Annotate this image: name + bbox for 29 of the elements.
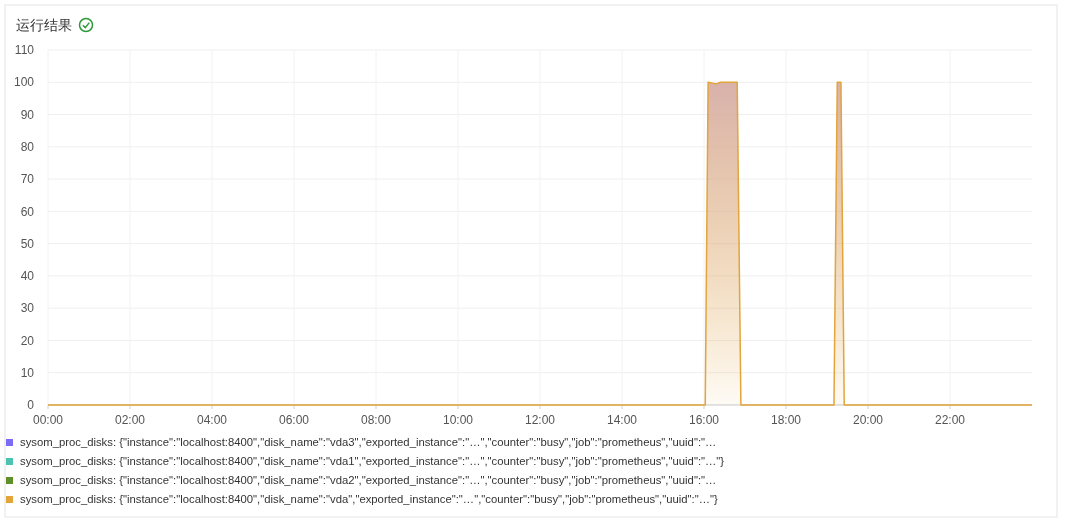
x-tick-label: 22:00 (934, 413, 966, 427)
legend-label: sysom_proc_disks: {"instance":"localhost:8400","disk_name":"vda2","exported_instance":"…","counter":"busy","job":"prometheus","uuid":"… (20, 474, 717, 486)
y-tick-label: 90 (20, 107, 35, 122)
x-tick-label: 04:00 (196, 413, 228, 427)
legend-label: sysom_proc_disks: {"instance":"localhost:8400","disk_name":"vda3","exported_instance":"…","counter":"busy","job":"prometheus","uuid":"… (20, 436, 717, 448)
y-tick-label: 40 (20, 269, 35, 284)
legend-label: sysom_proc_disks: {"instance":"localhost:8400","disk_name":"vda1","exported_instance":"…","counter":"busy","job":"prometheus","uuid":"…"} (20, 455, 725, 467)
x-tick-label: 14:00 (606, 413, 638, 427)
x-tick-label: 20:00 (852, 413, 884, 427)
y-tick-label: 0 (27, 398, 35, 413)
chart-title: 运行结果 (16, 17, 72, 33)
y-tick-label: 80 (20, 140, 35, 155)
x-tick-label: 00:00 (32, 413, 64, 427)
x-tick-label: 18:00 (770, 413, 802, 427)
legend-label: sysom_proc_disks: {"instance":"localhost:8400","disk_name":"vda","exported_instance":"…","counter":"busy","job":"prometheus","uuid":"…"} (20, 493, 719, 505)
x-tick-label: 16:00 (688, 413, 720, 427)
x-tick-label: 12:00 (524, 413, 556, 427)
y-tick-label: 100 (13, 75, 35, 90)
x-tick-label: 08:00 (360, 413, 392, 427)
x-tick-label: 10:00 (442, 413, 474, 427)
y-tick-label: 20 (20, 333, 35, 348)
y-tick-label: 50 (20, 236, 35, 251)
y-tick-label: 70 (20, 172, 35, 187)
y-tick-label: 10 (20, 365, 35, 380)
y-tick-label: 30 (20, 301, 35, 316)
y-tick-label: 60 (20, 204, 35, 219)
y-tick-label: 110 (14, 43, 35, 58)
x-tick-label: 02:00 (114, 413, 146, 427)
x-tick-label: 06:00 (278, 413, 310, 427)
